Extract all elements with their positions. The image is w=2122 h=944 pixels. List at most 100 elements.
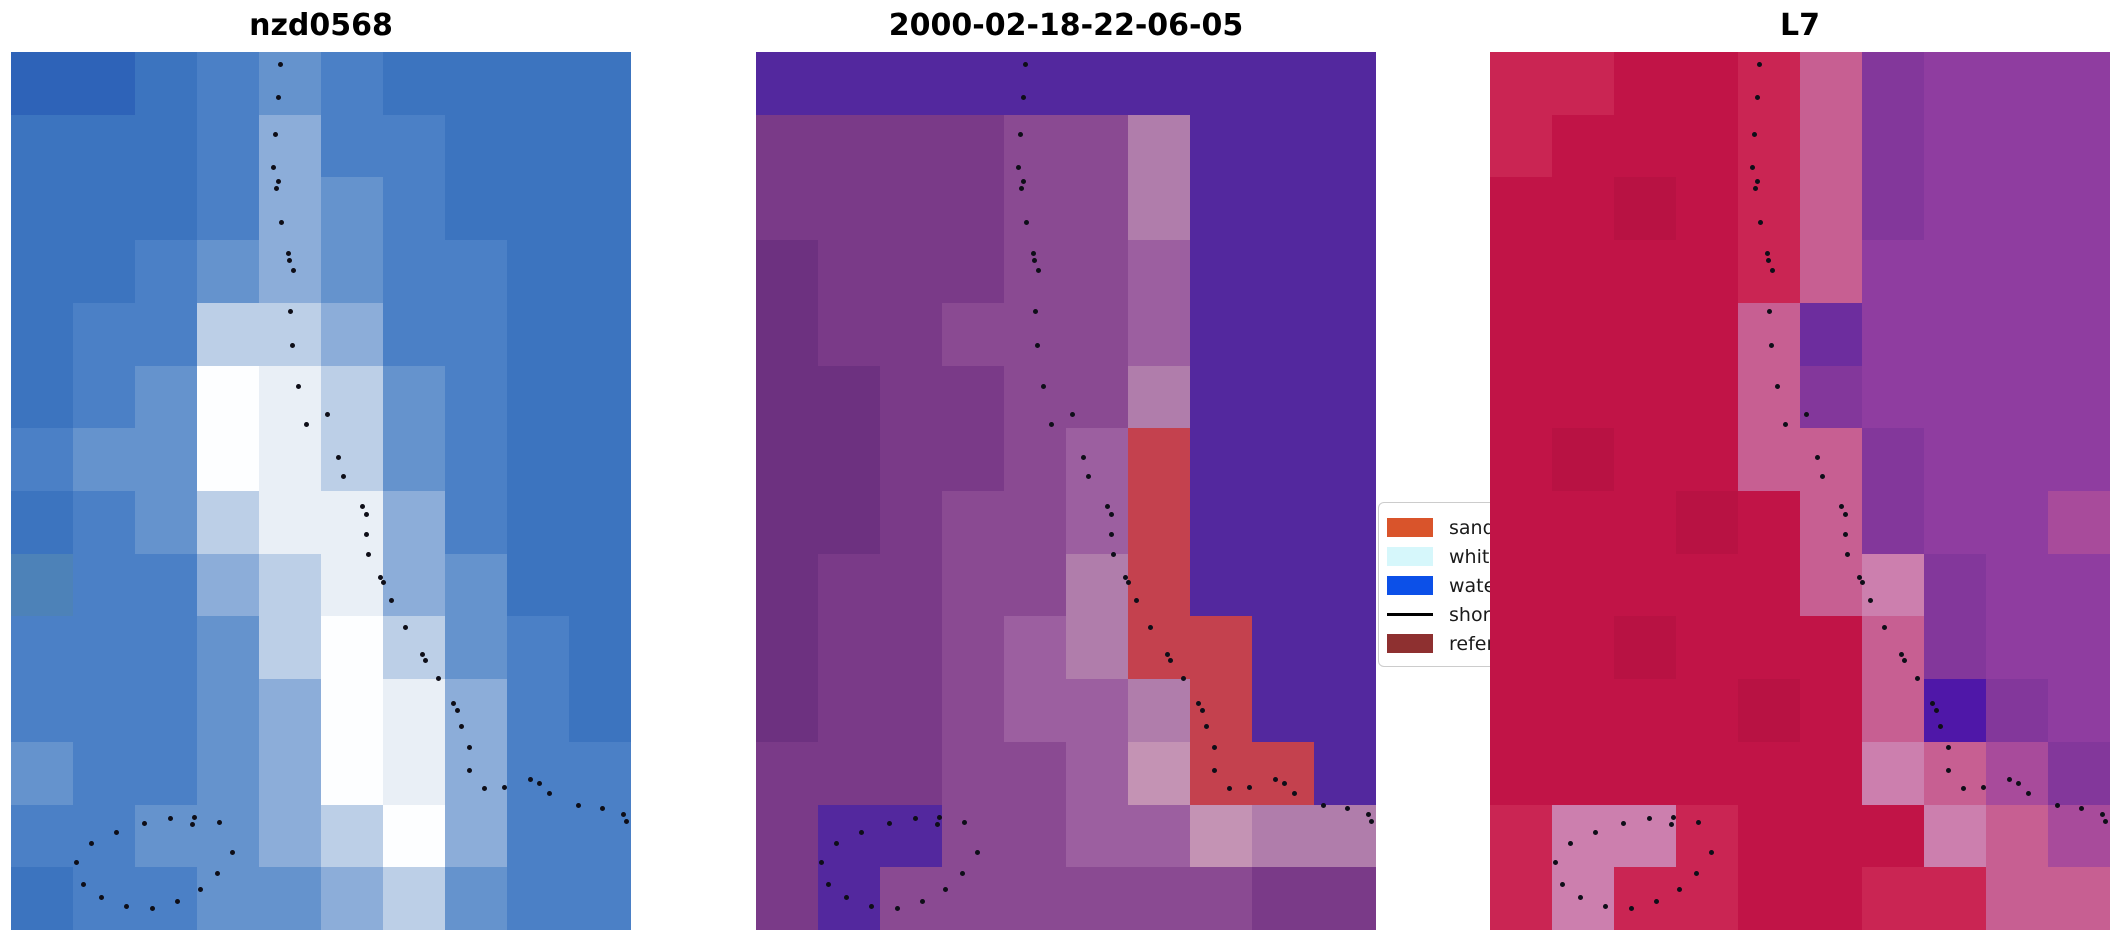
reference-shoreline-dot: [599, 806, 605, 812]
image-cell: [1614, 679, 1676, 742]
image-cell: [259, 240, 321, 303]
image-cell: [1924, 177, 1986, 241]
image-cell: [1252, 491, 1314, 554]
image-cell: [1924, 428, 1986, 491]
image-cell: [11, 867, 73, 930]
reference-shoreline-dot: [934, 822, 940, 828]
legend-color-swatch: [1387, 547, 1433, 566]
image-cell: [942, 679, 1004, 742]
reference-shoreline-dot: [1620, 821, 1626, 827]
reference-shoreline-dot: [1148, 624, 1154, 630]
reference-shoreline-dot: [1820, 474, 1826, 480]
image-cell: [507, 240, 569, 303]
reference-shoreline-dot: [1767, 309, 1773, 315]
image-cell: [569, 804, 631, 868]
reference-shoreline-dot: [962, 820, 968, 826]
reference-shoreline-dot: [273, 132, 279, 138]
reference-shoreline-dot: [1111, 551, 1117, 557]
image-cell: [73, 741, 135, 805]
reference-shoreline-dot: [325, 412, 331, 418]
reference-shoreline-dot: [2054, 802, 2060, 808]
image-cell: [1862, 553, 1924, 617]
reference-shoreline-dot: [285, 250, 291, 256]
image-cell: [756, 679, 818, 742]
image-cell: [2048, 804, 2110, 868]
image-cell: [756, 491, 818, 554]
reference-shoreline-dot: [621, 812, 627, 818]
reference-shoreline-dot: [1933, 708, 1939, 713]
image-cell: [1490, 616, 1552, 680]
image-cell: [73, 52, 135, 115]
reference-shoreline-dot: [89, 840, 95, 846]
reference-shoreline-dot: [230, 850, 236, 856]
image-cell: [880, 240, 942, 303]
reference-shoreline-dot: [1696, 820, 1702, 826]
image-cell: [197, 114, 259, 178]
image-cell: [1924, 553, 1986, 617]
image-cell: [1004, 114, 1066, 178]
image-cell: [1128, 302, 1190, 366]
image-cell: [73, 177, 135, 241]
reference-shoreline-dot: [296, 384, 302, 390]
reference-shoreline-dot: [1281, 780, 1287, 786]
image-cell: [507, 52, 569, 115]
reference-shoreline-dot: [1753, 185, 1759, 191]
image-cell: [197, 741, 259, 805]
image-cell: [818, 741, 880, 805]
image-cell: [756, 365, 818, 429]
image-cell: [1614, 240, 1676, 303]
legend-label: sand: [1449, 516, 1495, 539]
reference-shoreline-dot: [363, 512, 369, 518]
reference-shoreline-dot: [1015, 165, 1021, 171]
image-cell: [818, 616, 880, 680]
image-cell: [1738, 428, 1800, 491]
image-cell: [73, 679, 135, 742]
image-cell: [1128, 553, 1190, 617]
image-cell: [942, 491, 1004, 554]
image-cell: [1862, 428, 1924, 491]
image-cell: [1128, 428, 1190, 491]
image-cell: [569, 114, 631, 178]
image-cell: [942, 428, 1004, 491]
reference-shoreline-dot: [1247, 785, 1253, 791]
image-cell: [1314, 240, 1376, 303]
legend-item-refer: refer: [1387, 629, 1565, 658]
water-top-strip: [756, 52, 1376, 72]
image-cell: [197, 804, 259, 868]
reference-shoreline-dot: [481, 786, 487, 792]
image-cell: [259, 428, 321, 491]
image-cell: [1066, 867, 1128, 930]
reference-shoreline-dot: [123, 903, 129, 909]
image-cell: [1004, 240, 1066, 303]
image-cell: [880, 553, 942, 617]
image-cell: [1004, 867, 1066, 930]
image-cell: [11, 114, 73, 178]
image-cell: [569, 616, 631, 680]
reference-shoreline-dot: [366, 551, 372, 557]
image-cell: [1190, 114, 1252, 178]
reference-shoreline-dot: [1768, 342, 1774, 348]
reference-shoreline-dot: [291, 268, 297, 274]
image-cell: [1552, 804, 1614, 868]
image-cell: [383, 302, 445, 366]
image-cell: [756, 804, 818, 868]
image-cell: [321, 616, 383, 680]
image-cell: [1800, 52, 1862, 115]
image-cell: [942, 114, 1004, 178]
image-cell: [756, 616, 818, 680]
reference-shoreline-dot: [1857, 574, 1863, 580]
image-cell: [1490, 741, 1552, 805]
image-cell: [1066, 491, 1128, 554]
image-cell: [942, 240, 1004, 303]
image-cell: [1738, 114, 1800, 178]
image-cell: [2048, 114, 2110, 178]
reference-shoreline-dot: [819, 859, 825, 865]
image-cell: [1314, 491, 1376, 554]
image-cell: [756, 428, 818, 491]
image-cell: [383, 240, 445, 303]
image-cell: [1190, 867, 1252, 930]
reference-shoreline-dot: [214, 871, 220, 877]
image-cell: [1128, 240, 1190, 303]
image-cell: [1924, 616, 1986, 680]
image-cell: [1190, 240, 1252, 303]
